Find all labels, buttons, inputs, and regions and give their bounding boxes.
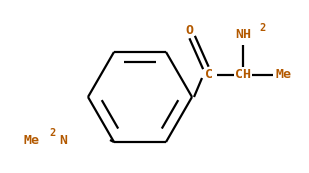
Text: 2: 2 <box>49 128 55 138</box>
Text: O: O <box>185 24 193 37</box>
Text: Me: Me <box>24 134 40 147</box>
Text: C: C <box>205 69 213 81</box>
Text: 2: 2 <box>260 23 266 33</box>
Text: NH: NH <box>235 29 251 42</box>
Text: Me: Me <box>275 69 291 81</box>
Text: N: N <box>59 134 67 147</box>
Text: CH: CH <box>235 69 251 81</box>
